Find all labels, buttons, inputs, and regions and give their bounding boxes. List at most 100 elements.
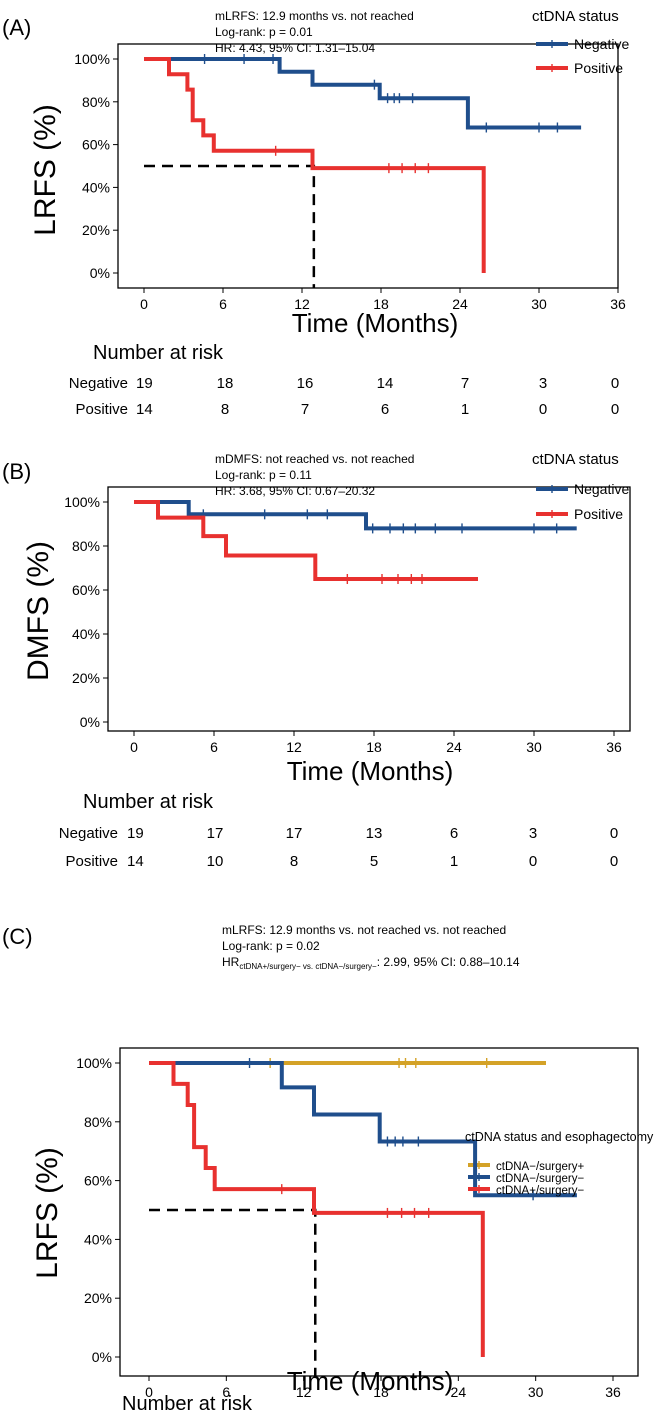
x-tick-label: 6 bbox=[219, 296, 227, 312]
stat-median: mDMFS: not reached vs. not reached bbox=[215, 452, 414, 466]
x-tick-label: 0 bbox=[145, 1384, 153, 1400]
y-tick-label: 20% bbox=[84, 1290, 112, 1306]
x-tick-label: 30 bbox=[526, 739, 542, 755]
risk-count: 17 bbox=[207, 825, 224, 842]
risk-row-label: Negative bbox=[59, 825, 118, 842]
stat-hr: HR: 3.68, 95% CI: 0.67–20.32 bbox=[215, 484, 375, 498]
series-line bbox=[149, 1061, 485, 1357]
y-tick-label: 80% bbox=[84, 1114, 112, 1130]
risk-count: 8 bbox=[290, 853, 298, 870]
risk-count: 18 bbox=[217, 375, 234, 392]
risk-count: 0 bbox=[611, 375, 619, 392]
median-dashed-line bbox=[149, 1208, 317, 1376]
y-tick-label: 60% bbox=[82, 137, 110, 153]
series-line bbox=[149, 1061, 577, 1198]
x-tick-label: 12 bbox=[294, 296, 310, 312]
legend-title: ctDNA status bbox=[532, 451, 619, 468]
risk-count: 13 bbox=[366, 825, 383, 842]
y-tick-label: 60% bbox=[84, 1173, 112, 1189]
y-axis-label: DMFS (%) bbox=[22, 541, 55, 681]
y-axis-label: LRFS (%) bbox=[29, 104, 62, 236]
risk-count: 14 bbox=[377, 375, 394, 392]
risk-count: 6 bbox=[450, 825, 458, 842]
x-tick-label: 18 bbox=[373, 296, 389, 312]
risk-count: 14 bbox=[127, 853, 144, 870]
y-tick-label: 80% bbox=[72, 538, 100, 554]
plot-frame bbox=[119, 1047, 639, 1377]
y-tick-label: 40% bbox=[72, 626, 100, 642]
stat-median: mLRFS: 12.9 months vs. not reached bbox=[215, 9, 414, 23]
risk-count: 17 bbox=[286, 825, 303, 842]
x-tick-label: 36 bbox=[605, 1384, 621, 1400]
y-tick-label: 0% bbox=[80, 714, 100, 730]
y-axis-label: LRFS (%) bbox=[31, 1147, 64, 1279]
x-tick-label: 24 bbox=[452, 296, 468, 312]
risk-count: 19 bbox=[136, 375, 153, 392]
plot-frame bbox=[107, 486, 631, 732]
risk-table-title: Number at risk bbox=[122, 1393, 253, 1415]
y-tick-label: 20% bbox=[82, 222, 110, 238]
legend-label: Positive bbox=[574, 60, 623, 76]
series-line bbox=[134, 500, 577, 531]
legend-label: Negative bbox=[574, 481, 629, 497]
y-tick-label: 100% bbox=[76, 1055, 112, 1071]
risk-count: 8 bbox=[221, 401, 229, 418]
x-axis-label: Time (Months) bbox=[287, 1366, 454, 1396]
risk-count: 0 bbox=[610, 825, 618, 842]
risk-count: 5 bbox=[370, 853, 378, 870]
x-tick-label: 30 bbox=[531, 296, 547, 312]
legend-label: Positive bbox=[574, 506, 623, 522]
risk-count: 7 bbox=[301, 401, 309, 418]
risk-count: 0 bbox=[539, 401, 547, 418]
y-tick-label: 20% bbox=[72, 670, 100, 686]
x-tick-label: 18 bbox=[373, 1384, 389, 1400]
panel-label: (B) bbox=[2, 459, 31, 484]
x-axis-label: Time (Months) bbox=[287, 756, 454, 786]
x-tick-label: 36 bbox=[610, 296, 626, 312]
risk-count: 3 bbox=[539, 375, 547, 392]
risk-count: 19 bbox=[127, 825, 144, 842]
stat-hr: HR: 4.43, 95% CI: 1.31–15.04 bbox=[215, 41, 375, 55]
x-tick-label: 18 bbox=[366, 739, 382, 755]
legend-label: ctDNA+/surgery− bbox=[496, 1185, 584, 1197]
plot-frame bbox=[117, 43, 619, 289]
risk-count: 14 bbox=[136, 401, 153, 418]
x-axis-label: Time (Months) bbox=[292, 308, 459, 338]
stat-median: mLRFS: 12.9 months vs. not reached vs. n… bbox=[222, 923, 506, 937]
x-tick-label: 12 bbox=[296, 1384, 312, 1400]
panel-label: (A) bbox=[2, 15, 31, 40]
risk-count: 0 bbox=[610, 853, 618, 870]
risk-count: 16 bbox=[297, 375, 314, 392]
risk-count: 7 bbox=[461, 375, 469, 392]
panel-a: (A) mLRFS: 12.9 months vs. not reached Log… bbox=[2, 8, 629, 418]
risk-count: 0 bbox=[611, 401, 619, 418]
y-tick-label: 0% bbox=[92, 1349, 112, 1365]
legend-label: Negative bbox=[574, 36, 629, 52]
stat-logrank: Log-rank: p = 0.01 bbox=[215, 25, 313, 39]
x-tick-label: 24 bbox=[451, 1384, 467, 1400]
x-tick-label: 30 bbox=[528, 1384, 544, 1400]
risk-table-title: Number at risk bbox=[83, 791, 214, 813]
stat-logrank: Log-rank: p = 0.02 bbox=[222, 939, 320, 953]
y-tick-label: 100% bbox=[64, 494, 100, 510]
stat-logrank: Log-rank: p = 0.11 bbox=[215, 468, 312, 482]
risk-count: 6 bbox=[381, 401, 389, 418]
legend-label: ctDNA−/surgery− bbox=[496, 1173, 584, 1185]
panel-c: (C) mLRFS: 12.9 months vs. not reached vs… bbox=[2, 923, 654, 1415]
x-tick-label: 0 bbox=[130, 739, 138, 755]
x-tick-label: 0 bbox=[140, 296, 148, 312]
panel-label: (C) bbox=[2, 924, 33, 949]
x-tick-label: 6 bbox=[222, 1384, 230, 1400]
x-tick-label: 12 bbox=[286, 739, 302, 755]
legend-label: ctDNA−/surgery+ bbox=[496, 1161, 584, 1173]
x-tick-label: 24 bbox=[446, 739, 462, 755]
risk-count: 3 bbox=[529, 825, 537, 842]
y-tick-label: 60% bbox=[72, 582, 100, 598]
y-tick-label: 100% bbox=[74, 51, 110, 67]
risk-count: 1 bbox=[450, 853, 458, 870]
series-line bbox=[144, 57, 486, 273]
median-dashed-line bbox=[144, 164, 316, 288]
stat-hr: HRctDNA+/surgery− vs. ctDNA−/surgery−: 2… bbox=[222, 955, 520, 971]
risk-row-label: Negative bbox=[69, 375, 128, 392]
